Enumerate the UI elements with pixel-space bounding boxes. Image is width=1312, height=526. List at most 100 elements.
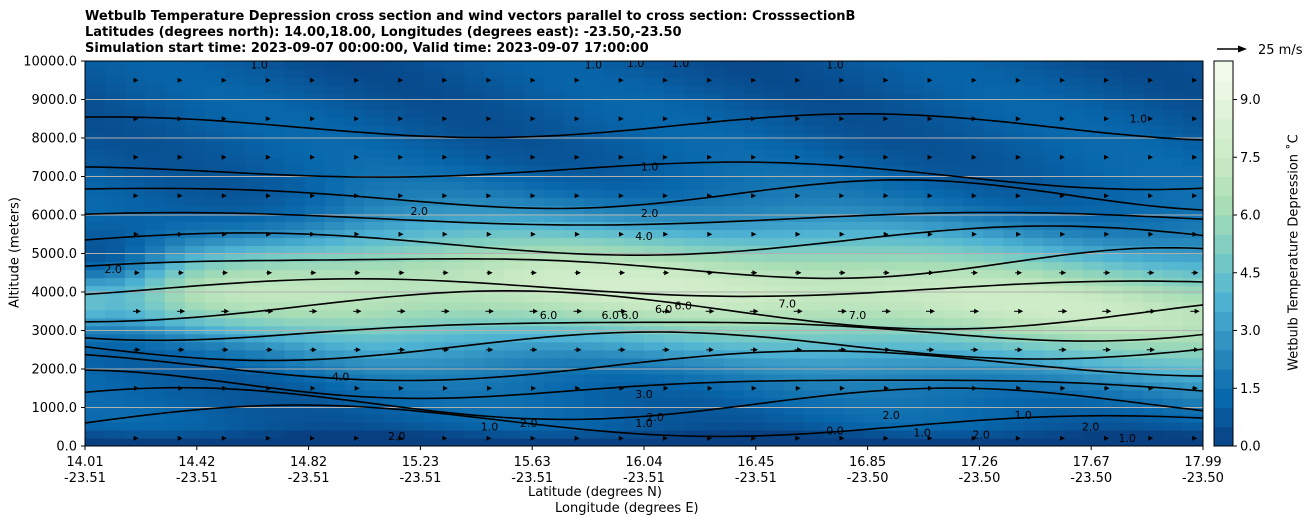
contour-fill-cell bbox=[644, 173, 665, 182]
contour-fill-cell bbox=[624, 61, 645, 70]
contour-fill-cell bbox=[1103, 301, 1124, 311]
contour-fill-cell bbox=[1163, 413, 1184, 423]
contour-fill-cell bbox=[1003, 197, 1024, 206]
contour-fill-cell bbox=[324, 381, 346, 391]
contour-fill-cell bbox=[843, 381, 865, 391]
contour-fill-cell bbox=[144, 309, 166, 319]
contour-fill-cell bbox=[604, 421, 625, 431]
contour-fill-cell bbox=[1123, 85, 1144, 94]
contour-fill-cell bbox=[1083, 301, 1104, 311]
contour-fill-cell bbox=[1183, 69, 1203, 78]
contour-fill-cell bbox=[204, 405, 226, 415]
contour-fill-cell bbox=[1023, 429, 1044, 439]
contour-fill-cell bbox=[723, 413, 745, 423]
contour-fill-cell bbox=[284, 61, 306, 70]
contour-fill-cell bbox=[963, 437, 984, 446]
contour-fill-cell bbox=[1143, 77, 1164, 86]
x-tick-label-lat: 16.04 bbox=[625, 455, 662, 470]
colorbar-step bbox=[1214, 157, 1233, 177]
contour-fill-cell bbox=[763, 437, 785, 446]
contour-fill-cell bbox=[484, 189, 505, 198]
contour-fill-cell bbox=[1123, 317, 1144, 327]
contour-fill-cell bbox=[903, 277, 925, 287]
contour-fill-cell bbox=[284, 261, 306, 271]
contour-fill-cell bbox=[1183, 253, 1203, 263]
contour-fill-cell bbox=[1083, 349, 1104, 359]
contour-fill-cell bbox=[1023, 149, 1044, 158]
contour-fill-cell bbox=[244, 221, 266, 231]
contour-fill-cell bbox=[1003, 429, 1024, 439]
contour-fill-cell bbox=[703, 437, 725, 446]
wind-vector-arrow-icon bbox=[1059, 77, 1065, 83]
contour-fill-cell bbox=[783, 357, 805, 367]
contour-fill-cell bbox=[184, 285, 206, 295]
contour-fill-cell bbox=[783, 245, 805, 255]
contour-fill-cell bbox=[384, 357, 406, 367]
contour-labels: 1.0 1.0 1.0 1.0 1.01.01.02.0 2.04.02.06.0 6.0 6… bbox=[104, 61, 1147, 445]
contour-fill-cell bbox=[1023, 181, 1044, 190]
contour-fill-cell bbox=[803, 157, 825, 166]
x-tick-label-lat: 16.45 bbox=[737, 455, 774, 470]
contour-fill-cell bbox=[703, 229, 725, 239]
wind-vector-arrow-icon bbox=[1059, 154, 1065, 160]
contour-fill-cell bbox=[244, 181, 266, 190]
contour-fill-cell bbox=[743, 125, 765, 134]
colorbar-frame bbox=[1213, 60, 1234, 447]
contour-fill-cell bbox=[963, 405, 984, 415]
contour-fill-cell bbox=[584, 149, 605, 158]
contour-fill-cell bbox=[763, 157, 785, 166]
contour-fill-cell bbox=[1183, 269, 1203, 279]
contour-fill-cell bbox=[184, 397, 206, 407]
contour-label: 6.0 bbox=[675, 299, 693, 312]
contour-fill-cell bbox=[544, 181, 565, 190]
contour-fill-cell bbox=[344, 301, 366, 311]
wind-vector-arrow-icon bbox=[178, 270, 184, 276]
contour-fill-cell bbox=[723, 237, 745, 247]
contour-fill-cell bbox=[124, 157, 146, 166]
contour-fill-cell bbox=[703, 253, 725, 263]
contour-fill-cell bbox=[703, 413, 725, 423]
contour-fill-cell bbox=[264, 357, 286, 367]
contour-fill-cell bbox=[444, 349, 465, 359]
contour-fill-cell bbox=[224, 213, 246, 223]
contour-fill-cell bbox=[264, 341, 286, 351]
wind-vector-arrow-icon bbox=[530, 231, 536, 237]
contour-fill-cell bbox=[863, 189, 885, 198]
contour-fill-cell bbox=[284, 245, 306, 255]
contour-fill-cell bbox=[464, 189, 485, 198]
contour-fill-cell bbox=[604, 301, 625, 311]
wind-vector-arrow-icon bbox=[487, 385, 492, 391]
contour-fill-cell bbox=[1143, 109, 1164, 118]
contour-fill-cell bbox=[843, 93, 865, 102]
contour-fill-cell bbox=[524, 109, 545, 118]
contour-fill-cell bbox=[344, 277, 366, 287]
contour-fill-cell bbox=[1043, 197, 1064, 206]
contour-fill-cell bbox=[843, 253, 865, 263]
contour-fill-cell bbox=[184, 101, 206, 110]
contour-fill-cell bbox=[264, 421, 286, 431]
contour-fill-cell bbox=[1083, 261, 1104, 271]
contour-fill-cell bbox=[284, 365, 306, 375]
contour-fill-cell bbox=[1123, 301, 1144, 311]
contour-fill-cell bbox=[823, 101, 845, 110]
x-tick-label-lat: 17.67 bbox=[1073, 455, 1110, 470]
contour-fill-cell bbox=[224, 301, 246, 311]
contour-fill-cell bbox=[484, 357, 505, 367]
contour-fill-cell bbox=[843, 349, 865, 359]
contour-fill-cell bbox=[883, 293, 905, 303]
contour-fill-cell bbox=[324, 61, 346, 70]
contour-fill-cell bbox=[384, 389, 406, 399]
contour-fill-cell bbox=[983, 341, 1004, 351]
contour-fill-cell bbox=[464, 253, 485, 263]
contour-fill-cell bbox=[224, 61, 246, 70]
contour-fill-cell bbox=[723, 221, 745, 231]
contour-fill-cell bbox=[723, 101, 745, 110]
contour-fill-cell bbox=[743, 77, 765, 86]
contour-fill-cell bbox=[863, 309, 885, 319]
contour-fill-cell bbox=[484, 221, 505, 231]
contour-fill-cell bbox=[144, 61, 166, 70]
contour-fill-cell bbox=[1063, 237, 1084, 247]
contour-fill-cell bbox=[544, 189, 565, 198]
contour-fill-cell bbox=[723, 181, 745, 190]
contour-fill-cell bbox=[883, 125, 905, 134]
